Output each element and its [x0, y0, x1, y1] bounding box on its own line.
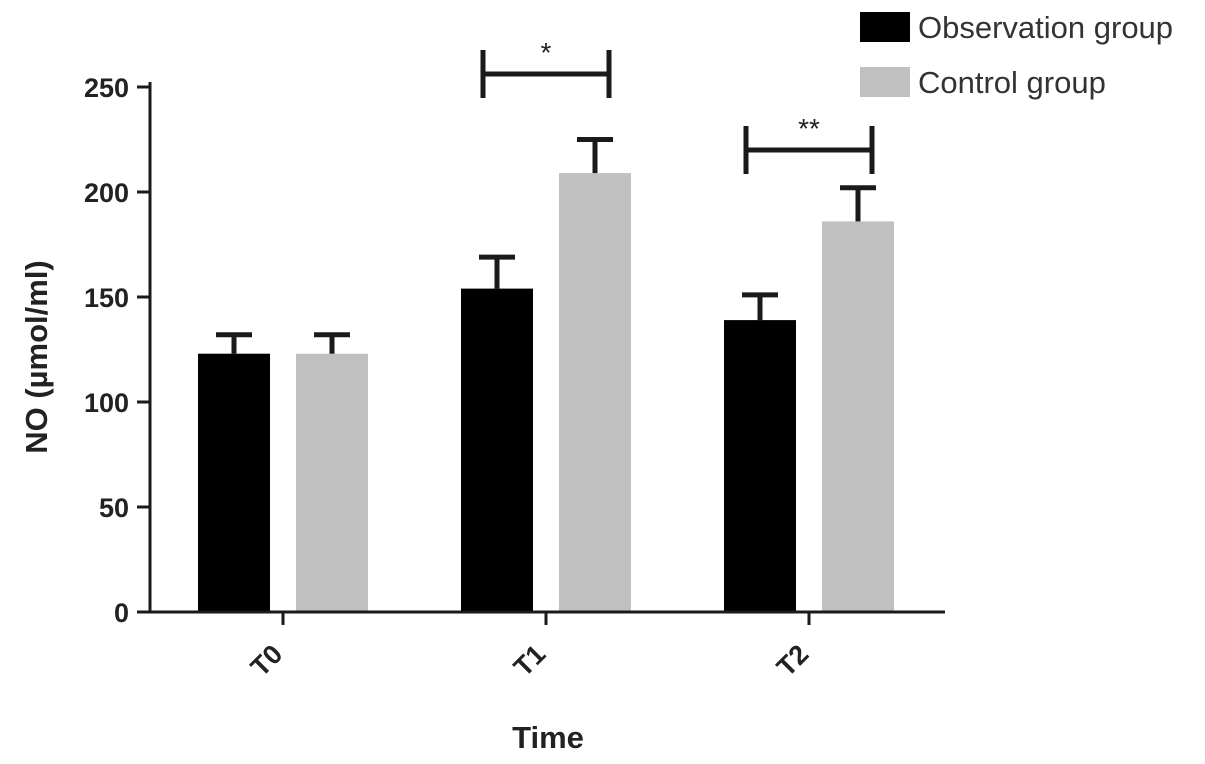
y-tick-label: 150 [84, 283, 129, 313]
bar-control-t2 [822, 221, 894, 612]
x-tick-label-t1: T1 [508, 639, 551, 682]
y-tick-label: 250 [84, 73, 129, 103]
bar-observation-t2 [724, 320, 796, 612]
significance-label: ** [798, 113, 820, 144]
y-tick-label: 0 [114, 598, 129, 628]
y-tick-label: 100 [84, 388, 129, 418]
bar-observation-t1 [461, 288, 533, 612]
legend-label: Observation group [918, 10, 1173, 45]
bar-control-t1 [559, 173, 631, 612]
x-ticks-layer: T0 T1 T2 [245, 612, 814, 682]
bar-observation-t0 [198, 353, 270, 612]
x-axis-title: Time [512, 720, 584, 755]
bar-control-t0 [296, 353, 368, 612]
x-tick-label-t0: T0 [245, 639, 288, 682]
significance-layer: *** [480, 37, 875, 174]
legend-label: Control group [918, 65, 1106, 100]
error-bars-layer [216, 137, 876, 354]
legend: Observation group Control group [860, 10, 1173, 100]
legend-swatch [860, 12, 910, 42]
significance-label: * [541, 37, 552, 68]
y-tick-label: 50 [99, 493, 129, 523]
legend-swatch [860, 67, 910, 97]
bars-layer [198, 173, 894, 612]
y-tick-label: 200 [84, 178, 129, 208]
x-tick-label-t2: T2 [771, 639, 814, 682]
y-ticks-layer: 0 50 100 150 200 250 [84, 73, 150, 628]
y-axis-title: NO (µmol/ml) [19, 260, 54, 454]
